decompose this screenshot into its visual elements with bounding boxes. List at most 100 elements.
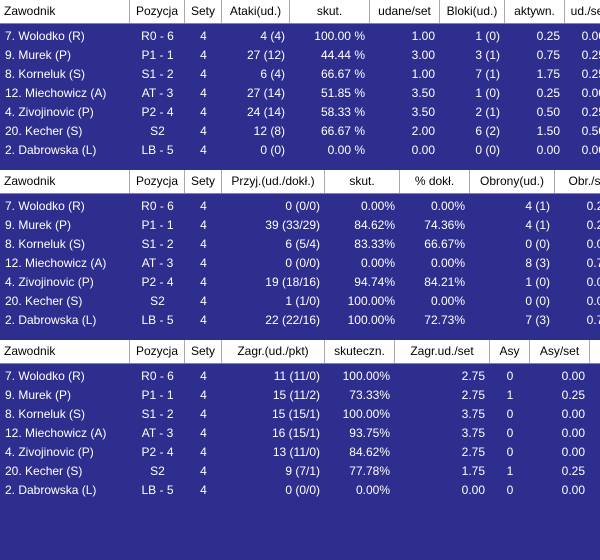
table-cell: 0.00% [430, 256, 465, 270]
table-cell: 8 (3) [525, 256, 550, 270]
table-cell: 0.25 [561, 388, 585, 402]
header-row: Zawodnik Pozycja Sety Zagr.(ud./pkt) skutecz… [0, 340, 600, 364]
table-cell: 12 (8) [253, 124, 285, 138]
table-cell: 0.00 [581, 29, 600, 43]
column-header: Obrony(ud.) [470, 170, 555, 193]
table-cell: 4 [200, 218, 207, 232]
table-cell: 9. Murek (P) [5, 218, 72, 232]
table-cell: 0.00 [586, 294, 600, 308]
table-cell: 0.00 [536, 143, 560, 157]
table-cell: 0.25 [536, 86, 560, 100]
table-cell: 66.67% [424, 237, 465, 251]
table-cell: 0 [506, 369, 514, 383]
table-cell: 6 (5/4) [285, 237, 320, 251]
column-header: skut. [325, 170, 400, 193]
table-cell: S1 - 2 [141, 237, 174, 251]
table-cell: 0 (0/0) [285, 256, 320, 270]
table-cell: 1.00 [411, 67, 435, 81]
table-cell: 2.00 [411, 124, 435, 138]
table-cell: 4 [200, 313, 207, 327]
table-cell: 27 (12) [246, 48, 285, 62]
table-cell: 100.00% [347, 313, 395, 327]
table-cell: 0.25 [586, 199, 600, 213]
table-cell: 83.33% [354, 237, 395, 251]
table-cell: 0.00 [581, 86, 600, 100]
table-cell: 4 [200, 48, 207, 62]
column-header: Sety [185, 170, 222, 193]
column-header: Zawodnik [0, 170, 130, 193]
table-cell: 0.00 [561, 369, 585, 383]
table-cell: 0.25 [581, 105, 600, 119]
table-cell: 58.33 % [320, 105, 365, 119]
table-cell: 4 [200, 483, 207, 497]
table-cell: 20. Kecher (S) [5, 464, 83, 478]
header-row: Zawodnik Pozycja Sety Ataki(ud.) skut. udane/… [0, 0, 600, 24]
table-cell: 7. Wolodko (R) [5, 199, 85, 213]
table-cell: 4 [200, 369, 207, 383]
table-cell: 0.00% [355, 483, 390, 497]
table-cell: S1 - 2 [141, 407, 174, 421]
table-cell: 84.62% [354, 218, 395, 232]
table-cell: 1 (0) [475, 29, 500, 43]
table-cell: 4 [200, 275, 207, 289]
table-cell: 4 [200, 464, 207, 478]
table-cell: 3.50 [411, 86, 435, 100]
table-cell: 9 (7/1) [285, 464, 320, 478]
table-cell: 2.75 [461, 445, 485, 459]
table-cell: 15 (15/1) [271, 407, 320, 421]
table-cell: 72.73% [424, 313, 465, 327]
table-cell: 4 [200, 67, 207, 81]
table-cell: LB - 5 [141, 313, 174, 327]
table-cell: 51.85 % [320, 86, 365, 100]
table-cell: 7. Wolodko (R) [5, 369, 85, 383]
table-cell: LB - 5 [141, 143, 174, 157]
table-cell: 4 [200, 86, 207, 100]
table-cell: S1 - 2 [141, 67, 174, 81]
table-cell: 0 (0/0) [285, 483, 320, 497]
table-cell: 4 (4) [260, 29, 285, 43]
table-cell: 0.00% [430, 199, 465, 213]
table-cell: S2 [150, 124, 165, 138]
table-cell: 0.00 [561, 445, 585, 459]
column-header: Asy/set [530, 340, 590, 363]
table-cell: P2 - 4 [141, 105, 174, 119]
table-cell: 12. Miechowicz (A) [5, 256, 107, 270]
column-header: Zawodnik [0, 0, 130, 23]
column-header: Zagr.ud./set [395, 340, 490, 363]
table-cell: 4. Zivojinovic (P) [5, 445, 94, 459]
table-cell: 1.50 [536, 124, 560, 138]
table-cell: R0 - 6 [141, 369, 174, 383]
table-cell: 0.50 [536, 105, 560, 119]
table-cell: 4 [200, 199, 207, 213]
table-cell: 2. Dabrowska (L) [5, 483, 97, 497]
table-cell: 1 (0) [525, 275, 550, 289]
table-cell: 0.25 [561, 464, 585, 478]
column-header: % dokł. [400, 170, 470, 193]
table-cell: 4 [200, 105, 207, 119]
table-cell: 27 (14) [246, 86, 285, 100]
table-cell: 100.00 % [314, 29, 365, 43]
table-cell: 13 (11/0) [272, 445, 320, 459]
column-header: ud./se [565, 0, 600, 23]
table-cell: LB - 5 [141, 483, 174, 497]
table-cell: R0 - 6 [141, 199, 174, 213]
table-cell: P1 - 1 [141, 218, 174, 232]
table-cell: 0.00 % [327, 143, 365, 157]
table-cell: 0.00% [360, 199, 395, 213]
column-header: Sety [185, 0, 222, 23]
column-header: aktywn. [505, 0, 565, 23]
table-cell: 0 [506, 407, 514, 421]
table-cell: 0 (0) [525, 294, 550, 308]
table-cell: 1.00 [411, 29, 435, 43]
table-cell: 1 [506, 388, 514, 402]
table-cell: 39 (33/29) [265, 218, 320, 232]
table-cell: P1 - 1 [141, 48, 174, 62]
table-cell: 0.25 [586, 218, 600, 232]
table-cell: 19 (18/16) [265, 275, 320, 289]
stats-table: Zawodnik Pozycja Sety Ataki(ud.) skut. udane/… [0, 0, 600, 163]
table-cell: 2 (1) [475, 105, 500, 119]
table-cell: 12. Miechowicz (A) [5, 86, 107, 100]
table-cell: 0.00 [561, 407, 585, 421]
table-cell: 0.00 [411, 143, 435, 157]
table-cell: 2. Dabrowska (L) [5, 143, 97, 157]
